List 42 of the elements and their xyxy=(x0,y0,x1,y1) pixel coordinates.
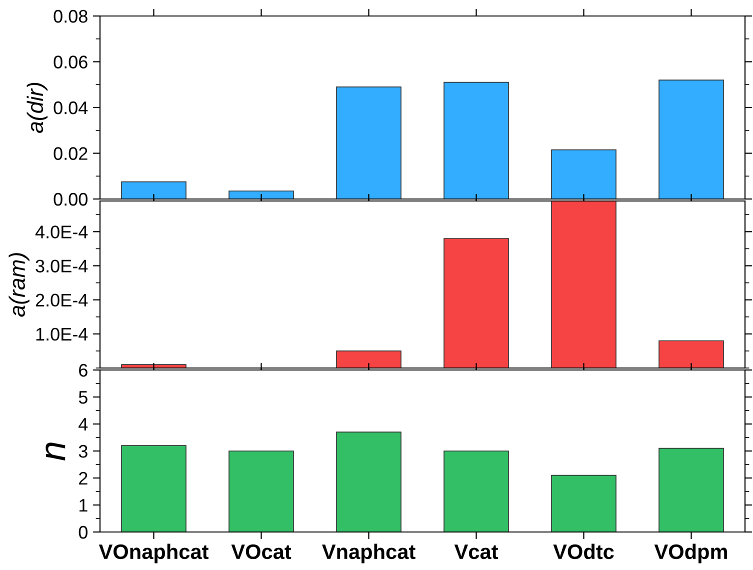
x-tick-label: VOdtc xyxy=(553,544,614,560)
y-tick-label: 6 xyxy=(79,364,88,377)
y-tick-label: 1 xyxy=(80,499,88,512)
bar xyxy=(121,364,186,368)
bar xyxy=(121,445,186,532)
y-axis-title: a(dir) xyxy=(26,82,48,133)
bar xyxy=(658,80,724,199)
y-tick-label: 5 xyxy=(78,391,88,404)
x-tick-label: Vnaphcat xyxy=(322,544,416,564)
bar xyxy=(551,201,616,368)
y-tick-label: 4 xyxy=(78,418,88,431)
x-tick-label: VOcat xyxy=(231,544,292,560)
y-axis-title: a(ram) xyxy=(8,253,30,317)
bar xyxy=(444,238,509,368)
y-tick-label: 3.0E-4 xyxy=(36,260,88,272)
y-tick-label: 2 xyxy=(79,472,88,485)
bar xyxy=(444,82,509,199)
y-tick-label: 0.00 xyxy=(54,192,88,206)
bar xyxy=(658,448,724,532)
bar xyxy=(551,474,616,532)
y-tick-label: 2.0E-4 xyxy=(36,294,88,307)
bar xyxy=(336,432,402,532)
bar xyxy=(121,181,186,199)
x-tick-label: VOnaphcat xyxy=(98,544,208,564)
y-tick-label: 3 xyxy=(78,444,88,458)
bar xyxy=(658,340,724,368)
y-tick-label: 0.02 xyxy=(54,147,88,160)
bar xyxy=(228,450,294,532)
x-tick-label: VOdpm xyxy=(654,544,727,564)
y-tick-label: 1.0E-4 xyxy=(36,328,88,341)
y-tick-label: 4.0E-4 xyxy=(35,226,88,238)
y-tick-label: 0 xyxy=(78,526,88,539)
y-tick-label: 0.04 xyxy=(54,101,88,114)
bar xyxy=(551,149,616,199)
x-tick-label: Vcat xyxy=(454,544,498,560)
y-tick-label: 0.06 xyxy=(54,56,88,68)
y-tick-label: 0.08 xyxy=(54,10,88,23)
bar xyxy=(228,190,294,199)
bar xyxy=(444,450,509,532)
bar xyxy=(336,350,402,368)
y-axis-title: n xyxy=(46,442,66,460)
bar xyxy=(336,86,402,199)
